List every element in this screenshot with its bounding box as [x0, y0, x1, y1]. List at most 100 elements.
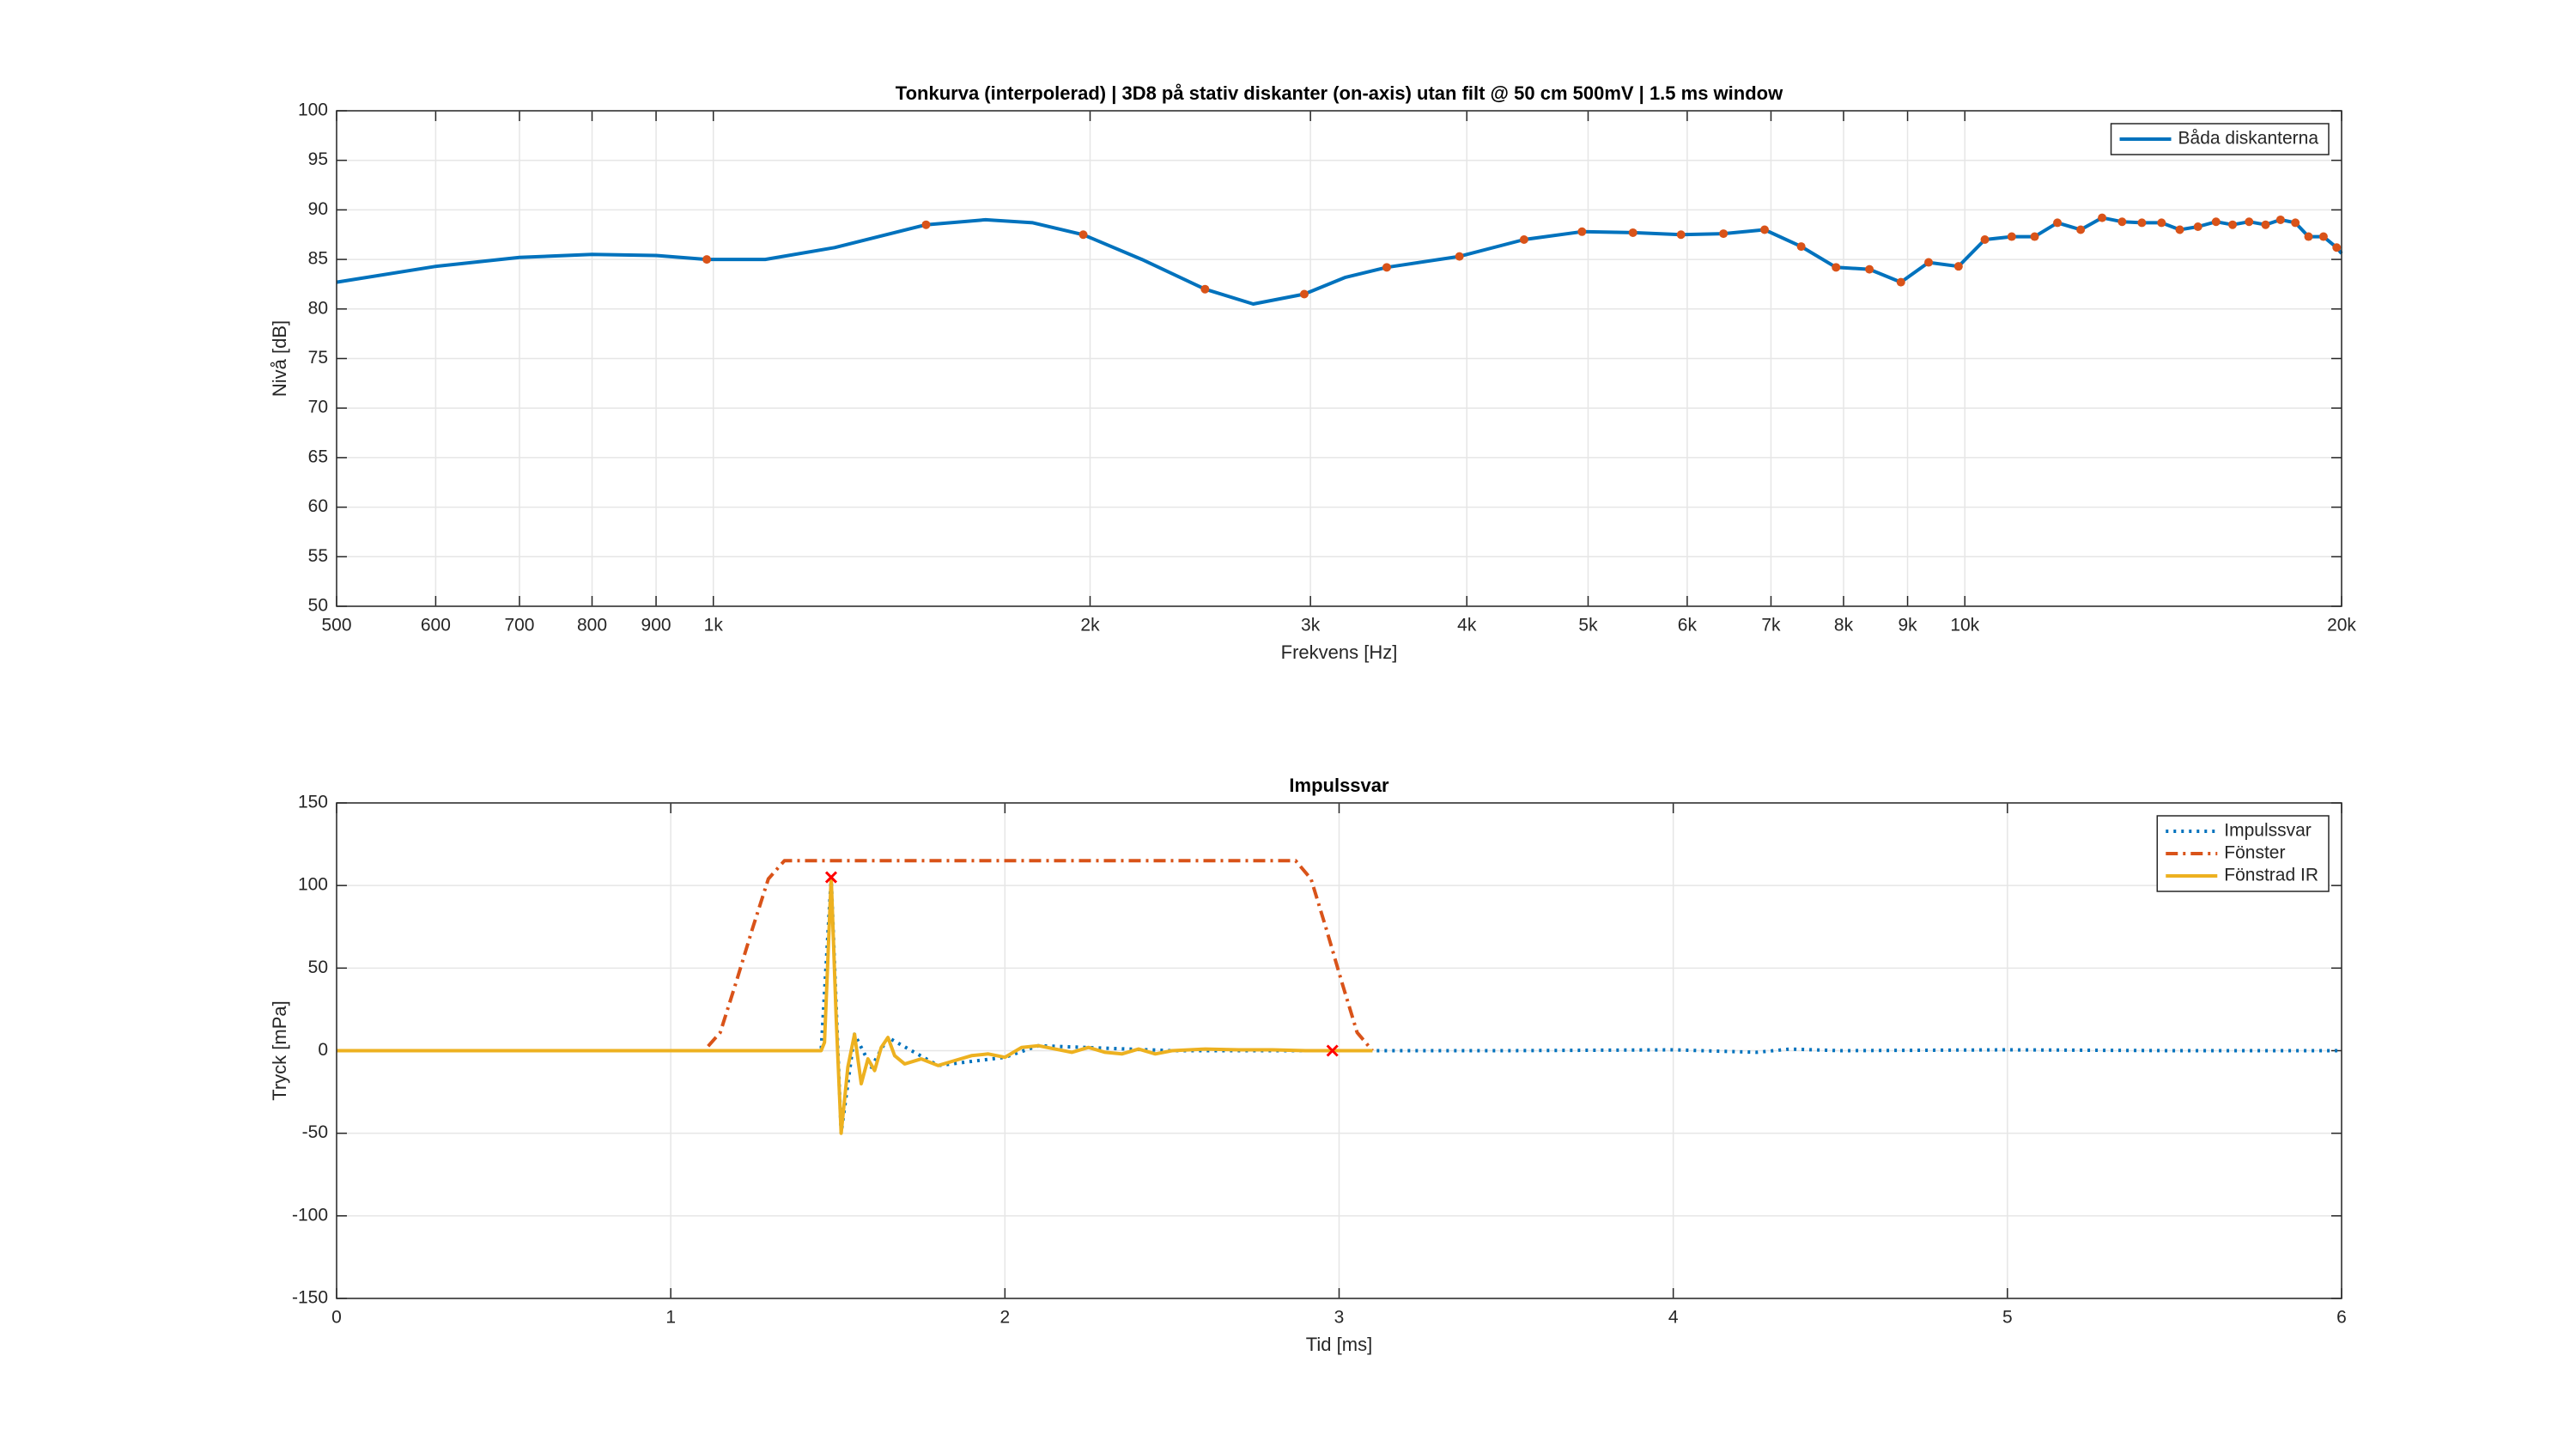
legend-label: Fönster [2224, 843, 2285, 863]
y-tick-label: 90 [308, 199, 328, 219]
y-tick-label: 80 [308, 298, 328, 318]
data-point [1832, 263, 1841, 272]
x-tick-label: 4 [1668, 1308, 1679, 1328]
y-tick-label: 95 [308, 149, 328, 169]
data-point [2261, 220, 2270, 229]
data-point [1676, 230, 1686, 240]
data-point [1924, 258, 1934, 267]
data-point [2007, 232, 2016, 241]
y-tick-label: 75 [308, 348, 328, 368]
data-point [921, 220, 931, 229]
x-tick-label: 800 [577, 616, 607, 635]
legend-box [2156, 815, 2330, 892]
data-point [2157, 218, 2166, 228]
x-tick-label: 900 [641, 616, 671, 635]
y-tick-label: 0 [318, 1040, 328, 1060]
x-tick-label: 2k [1080, 616, 1100, 635]
x-tick-label: 5 [2002, 1308, 2013, 1328]
data-point [1865, 264, 1874, 274]
legend-label: Fönstrad IR [2224, 866, 2318, 885]
data-point [2332, 243, 2342, 252]
data-point [2053, 218, 2063, 228]
data-point [2137, 218, 2147, 228]
x-tick-label: 20k [2327, 616, 2356, 635]
data-line [337, 859, 1374, 1053]
y-tick-label: 85 [308, 249, 328, 269]
data-point [1382, 263, 1391, 272]
data-point [824, 871, 838, 884]
x-tick-label: 700 [504, 616, 534, 635]
y-tick-label: -50 [302, 1122, 328, 1142]
data-point [1980, 235, 1990, 245]
x-tick-label: 1k [704, 616, 724, 635]
data-point [1719, 229, 1728, 239]
data-point [1760, 225, 1770, 234]
data-point [2291, 218, 2300, 228]
x-tick-label: 500 [321, 616, 351, 635]
y-tick-label: 65 [308, 447, 328, 466]
data-point [2030, 232, 2039, 241]
x-tick-label: 3 [1334, 1308, 1345, 1328]
data-point [2193, 222, 2202, 232]
y-tick-label: 100 [298, 100, 328, 120]
data-point [2245, 217, 2254, 227]
legend-label: Båda diskanterna [2178, 129, 2319, 149]
data-point [2175, 225, 2184, 234]
x-tick-label: 10k [1950, 616, 1979, 635]
x-tick-label: 8k [1834, 616, 1854, 635]
x-tick-label: 5k [1578, 616, 1598, 635]
y-tick-label: 150 [298, 793, 328, 812]
data-point [2211, 217, 2221, 227]
axes: 0 1 2 3 4 5 6 -150 -100 -50 0 50 100 150 Impulssvar Tid… [269, 775, 2347, 1355]
y-axis-label: Tryck [mPa] [269, 1000, 290, 1101]
data-point [1896, 277, 1905, 287]
data-point [1299, 289, 1309, 299]
data-point [2275, 215, 2285, 224]
data-point [1200, 284, 1210, 294]
data-point [1796, 242, 1806, 252]
data-point [2228, 220, 2238, 229]
legend: Båda diskanterna [2110, 123, 2330, 155]
data-point [1326, 1044, 1339, 1057]
axes: 500 600 700 800 900 1k 2k 3k 4k 5k 6k 7k 8k 9k 10k 20k 5… [269, 82, 2357, 663]
y-tick-label: 60 [308, 496, 328, 516]
x-axis-label: Tid [ms] [1306, 1334, 1372, 1355]
x-tick-label: 2 [999, 1308, 1010, 1328]
y-tick-label: 70 [308, 398, 328, 417]
data-line [337, 875, 1373, 1135]
x-tick-label: 6k [1678, 616, 1698, 635]
y-tick-label: 55 [308, 546, 328, 566]
x-tick-label: 6 [2336, 1308, 2347, 1328]
data-point [1455, 252, 1464, 261]
x-tick-label: 0 [331, 1308, 342, 1328]
chart-title: Impulssvar [1289, 775, 1389, 796]
x-axis-label: Frekvens [Hz] [1281, 641, 1398, 663]
y-tick-label: 100 [298, 875, 328, 895]
data-point [1953, 262, 1963, 271]
axes-box [336, 802, 2342, 1299]
x-tick-label: 7k [1761, 616, 1781, 635]
data-point [2117, 217, 2127, 227]
x-tick-label: 1 [665, 1308, 676, 1328]
data-point [1519, 235, 1528, 245]
data-point [1577, 227, 1587, 236]
data-point [1078, 230, 1088, 240]
x-tick-label: 3k [1301, 616, 1321, 635]
y-tick-label: 50 [308, 958, 328, 977]
data-point [2304, 232, 2313, 241]
y-tick-label: -100 [292, 1205, 328, 1225]
x-tick-label: 4k [1457, 616, 1477, 635]
axes-box [336, 110, 2342, 607]
y-axis-label: Nivå [dB] [269, 320, 290, 397]
legend-label: Impulssvar [2224, 821, 2312, 841]
data-point [2076, 225, 2086, 234]
chart-title: Tonkurva (interpolerad) | 3D8 på stativ … [896, 82, 1783, 104]
x-tick-label: 9k [1898, 616, 1917, 635]
data-point [702, 255, 712, 264]
data-point [2098, 213, 2107, 222]
data-line [336, 216, 2343, 306]
data-point [2318, 232, 2328, 241]
